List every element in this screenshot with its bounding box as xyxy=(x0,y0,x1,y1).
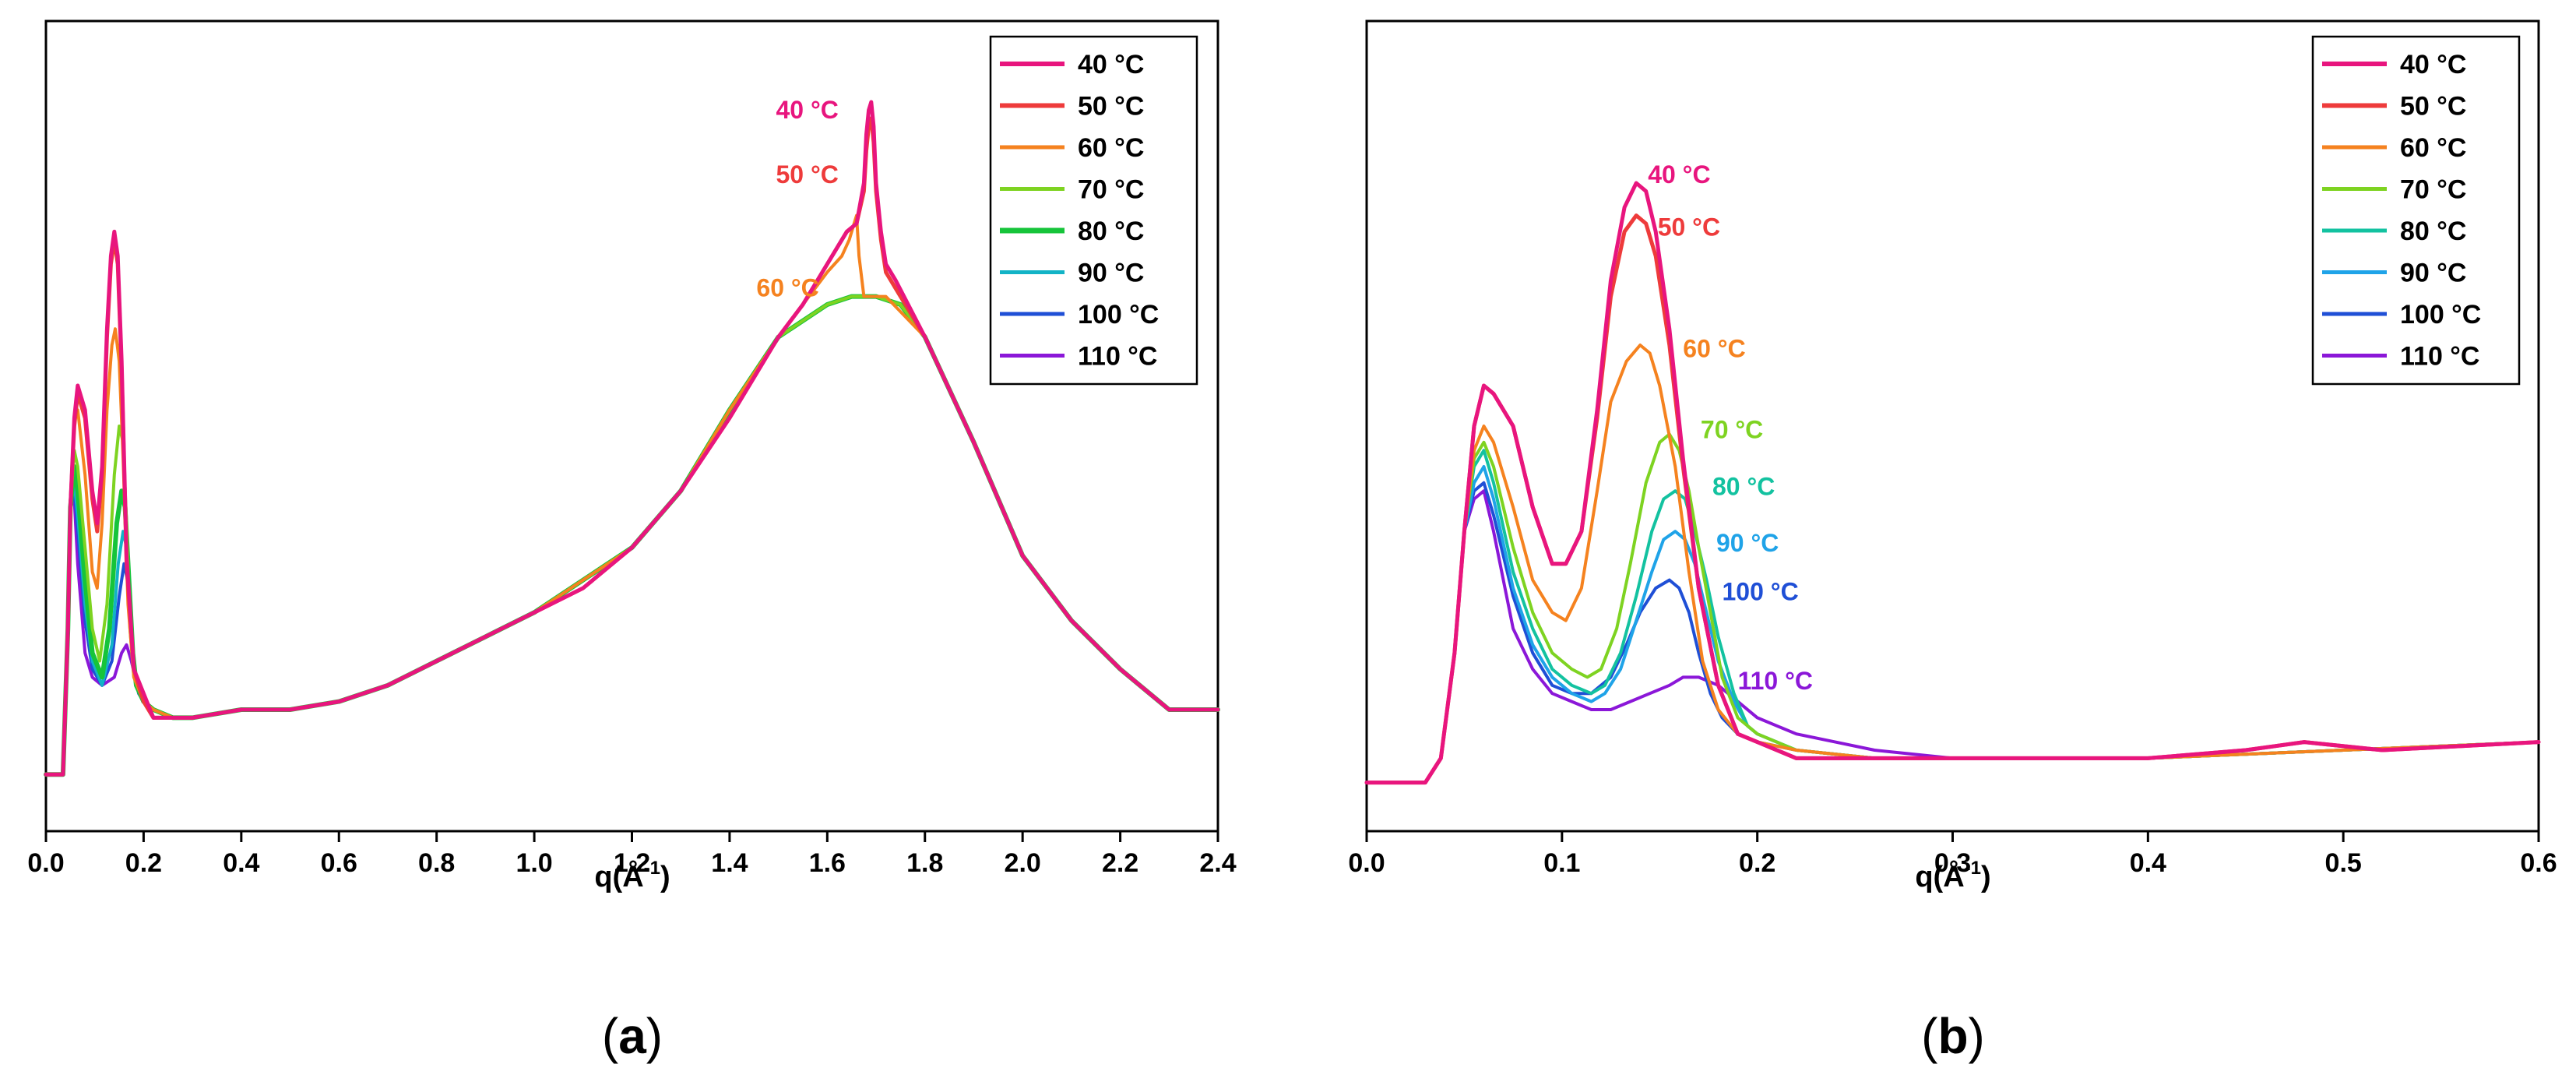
legend-label: 70 °C xyxy=(2400,175,2466,205)
x-tick-label: 1.0 xyxy=(516,848,552,878)
annotation-label: 40 °C xyxy=(1648,160,1710,189)
series-line-2 xyxy=(1365,344,2540,784)
annotation-label: 110 °C xyxy=(1738,667,1813,695)
annotation-layer: 40 °C 50 °C 60 °C 70 °C 80 °C 90 °C 100 °C 110 … xyxy=(1648,160,1813,695)
x-tick-label: 0.4 xyxy=(2130,848,2166,878)
x-axis-label: q(Å-1) xyxy=(594,858,670,893)
panel-label-b: (b) xyxy=(1921,1008,1985,1064)
x-tick-label: 0.6 xyxy=(2520,848,2557,878)
legend-label: 100 °C xyxy=(1078,300,1159,330)
x-tick-label: 1.2 xyxy=(614,848,650,878)
x-tick-label: 0.6 xyxy=(321,848,357,878)
x-axis-ticks: 0.0 0.1 0.2 0.3 0.4 0.5 0.6 xyxy=(1348,831,2557,878)
annotation-label: 90 °C xyxy=(1716,529,1779,557)
legend-label: 50 °C xyxy=(2400,92,2466,122)
legend-label: 100 °C xyxy=(2400,300,2481,330)
x-tick-label: 0.3 xyxy=(1934,848,1971,878)
chart-panel-a: 40 °C 50 °C 60 °C 0.0 0.2 0.4 0.6 0.8 1.0 1.2 1.4… xyxy=(27,19,1237,1064)
x-axis-label: q(Å-1) xyxy=(1915,858,1990,893)
chart-panel-b: 40 °C 50 °C 60 °C 70 °C 80 °C 90 °C 100 °C 110 … xyxy=(1348,19,2557,1064)
annotation-label: 50 °C xyxy=(776,160,839,189)
legend-label: 40 °C xyxy=(2400,50,2466,79)
legend-box xyxy=(989,35,1198,386)
series-line-0 xyxy=(44,100,1220,777)
legend-label: 90 °C xyxy=(1078,259,1144,288)
x-tick-label: 0.8 xyxy=(418,848,455,878)
annotation-label: 40 °C xyxy=(776,96,839,124)
legend: 40 °C 50 °C 60 °C 70 °C 80 °C 90 °C 100 °C 110 … xyxy=(2311,35,2521,386)
legend-label: 70 °C xyxy=(1078,175,1144,205)
x-tick-label: 1.6 xyxy=(809,848,846,878)
annotation-label: 60 °C xyxy=(1683,335,1745,363)
x-tick-label: 0.4 xyxy=(223,848,259,878)
panel-label-a: (a) xyxy=(602,1008,663,1064)
legend-label: 80 °C xyxy=(1078,217,1144,246)
x-tick-label: 1.4 xyxy=(711,848,748,878)
series-line-5 xyxy=(1365,465,2540,784)
legend-label: 60 °C xyxy=(1078,133,1144,163)
x-tick-label: 2.2 xyxy=(1102,848,1138,878)
x-tick-label: 0.5 xyxy=(2325,848,2362,878)
legend-label: 60 °C xyxy=(2400,133,2466,163)
legend: 40 °C 50 °C 60 °C 70 °C 80 °C 90 °C 100 °C 110 … xyxy=(989,35,1198,386)
annotation-label: 70 °C xyxy=(1701,416,1763,444)
legend-label: 110 °C xyxy=(2400,342,2479,372)
x-tick-label: 0.2 xyxy=(1739,848,1775,878)
x-tick-label: 2.0 xyxy=(1005,848,1041,878)
annotation-label: 100 °C xyxy=(1723,578,1799,606)
series-line-3 xyxy=(1365,432,2540,784)
annotation-layer: 40 °C 50 °C 60 °C xyxy=(756,96,838,302)
x-tick-label: 2.4 xyxy=(1199,848,1236,878)
annotation-label: 80 °C xyxy=(1712,472,1775,500)
legend-label: 40 °C xyxy=(1078,50,1144,79)
legend-label: 80 °C xyxy=(2400,217,2466,246)
series-layer xyxy=(44,100,1220,777)
x-tick-label: 0.0 xyxy=(1348,848,1385,878)
legend-box xyxy=(2311,35,2521,386)
x-tick-label: 1.8 xyxy=(906,848,943,878)
series-line-0 xyxy=(1364,181,2541,785)
legend-label: 90 °C xyxy=(2400,259,2466,288)
series-layer xyxy=(1364,181,2541,785)
x-axis-ticks: 0.0 0.2 0.4 0.6 0.8 1.0 1.2 1.4 1.6 1.8 2.0 2.2 2.4 xyxy=(27,831,1237,878)
x-tick-label: 0.1 xyxy=(1543,848,1580,878)
x-tick-label: 0.0 xyxy=(27,848,64,878)
series-line-4 xyxy=(1365,449,2540,784)
annotation-label: 50 °C xyxy=(1658,213,1720,241)
legend-label: 50 °C xyxy=(1078,92,1144,122)
x-tick-label: 0.2 xyxy=(125,848,162,878)
annotation-label: 60 °C xyxy=(756,274,818,302)
legend-label: 110 °C xyxy=(1078,342,1157,372)
